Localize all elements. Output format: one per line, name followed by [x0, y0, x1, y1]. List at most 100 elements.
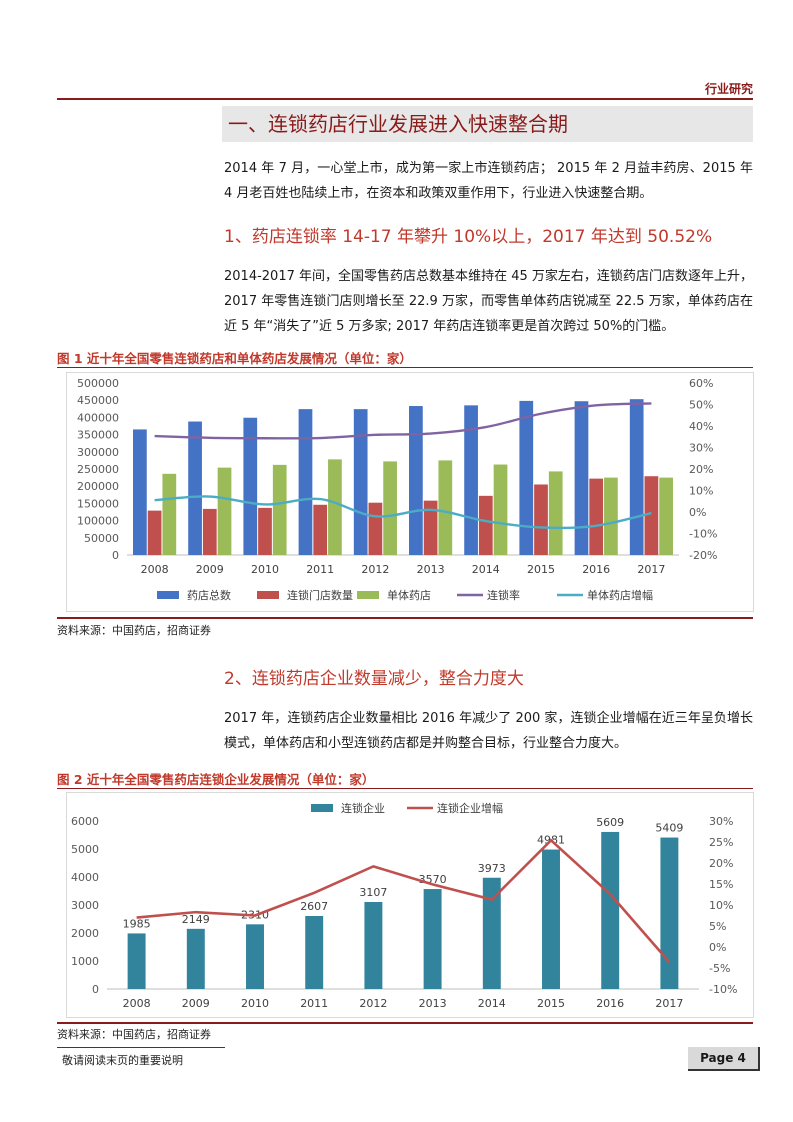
y-right-tick-label: -10%: [709, 983, 737, 996]
x-tick-label: 2014: [478, 997, 506, 1010]
bar-data-label: 2149: [182, 913, 210, 926]
y-left-tick-label: 3000: [71, 899, 99, 912]
x-tick-label: 2017: [655, 997, 683, 1010]
intro-paragraph: 2014 年 7 月，一心堂上市，成为第一家上市连锁药店； 2015 年 2 月…: [224, 161, 753, 201]
header-rule: [57, 98, 753, 100]
y-left-tick-label: 500000: [77, 377, 119, 390]
bar: [574, 401, 589, 555]
x-tick-label: 2013: [419, 997, 447, 1010]
x-tick-label: 2010: [241, 997, 269, 1010]
y-right-tick-label: 20%: [689, 463, 713, 476]
y-left-tick-label: 250000: [77, 463, 119, 476]
subsection-1-paragraph: 2014-2017 年间，全国零售药店总数基本维持在 45 万家左右，连锁药店门…: [224, 269, 753, 334]
legend-swatch: [357, 591, 379, 599]
x-tick-label: 2010: [251, 563, 279, 576]
y-right-tick-label: 25%: [709, 836, 733, 849]
bar: [368, 502, 383, 555]
x-tick-label: 2009: [182, 997, 210, 1010]
y-right-tick-label: -5%: [709, 962, 730, 975]
bar-data-label: 1985: [123, 917, 151, 930]
y-left-tick-label: 2000: [71, 927, 99, 940]
y-right-tick-label: 0%: [709, 941, 726, 954]
bar: [147, 510, 162, 555]
y-right-tick-label: 20%: [709, 857, 733, 870]
bar: [258, 507, 272, 555]
bar: [162, 473, 177, 555]
legend-label: 药店总数: [187, 588, 231, 602]
y-left-tick-label: 0: [112, 549, 119, 562]
figure-2-top-rule: [57, 788, 753, 789]
bar: [188, 421, 202, 555]
series-line: [136, 838, 671, 963]
legend-label: 单体药店增幅: [587, 588, 653, 602]
bar: [186, 928, 205, 989]
figure-2-chart: 6000 5000 4000 3000 2000 1000 0 30% 25% 20% 15% 10%…: [66, 792, 754, 1018]
y-right-tick-label: 5%: [709, 920, 726, 933]
legend-label: 连锁门店数量: [287, 588, 353, 602]
bar: [246, 924, 264, 989]
y-right-tick-label: 0%: [689, 506, 706, 519]
figure-1-caption: 图 1 近十年全国零售连锁药店和单体药店发展情况（单位：家）: [57, 351, 412, 366]
bar: [589, 478, 604, 555]
bar: [438, 460, 453, 555]
y-left-tick-label: 200000: [77, 480, 119, 493]
bar: [644, 476, 659, 555]
bar-data-label: 5409: [655, 822, 683, 835]
y-right-tick-label: 40%: [689, 420, 713, 433]
bar-data-label: 3107: [359, 886, 387, 899]
bar: [383, 461, 397, 555]
subsection-1-title: 1、药店连锁率 14-17 年攀升 10%以上，2017 年达到 50.52%: [224, 227, 713, 247]
subsection-2-paragraph: 2017 年，连锁药店企业数量相比 2016 年减少了 200 家，连锁企业增幅…: [224, 711, 753, 751]
y-right-tick-label: 10%: [709, 899, 733, 912]
y-left-tick-label: 4000: [71, 871, 99, 884]
figure-2-source: 资料来源：中国药店，招商证券: [57, 1028, 211, 1041]
bar: [328, 459, 342, 555]
x-tick-label: 2013: [417, 563, 445, 576]
bar: [659, 477, 673, 555]
bar: [519, 400, 534, 555]
bar: [127, 933, 146, 989]
x-tick-label: 2016: [582, 563, 610, 576]
x-tick-label: 2008: [141, 563, 169, 576]
bar: [313, 504, 328, 555]
y-right-tick-label: 50%: [689, 399, 713, 412]
figure-1-chart: 500000 450000 400000 350000 300000 250000 2000…: [66, 372, 754, 612]
footer-rule: [57, 1047, 225, 1048]
y-left-tick-label: 5000: [71, 843, 99, 856]
bar: [534, 484, 548, 555]
bar: [272, 464, 287, 555]
subsection-2-title: 2、连锁药店企业数量减少，整合力度大: [224, 669, 524, 689]
figure-1-svg: 5000004500004000003500003000002500002000…: [77, 377, 717, 602]
bar: [217, 467, 232, 555]
bar: [364, 902, 383, 989]
bar-data-label: 5609: [596, 816, 624, 829]
bar: [133, 429, 147, 555]
y-left-tick-label: 450000: [77, 394, 119, 407]
bar: [409, 406, 423, 555]
y-left-tick-label: 1000: [71, 955, 99, 968]
legend-label: 连锁企业: [341, 801, 385, 815]
y-right-tick-label: -20%: [689, 549, 717, 562]
y-left-tick-label: 350000: [77, 429, 119, 442]
bar: [601, 831, 620, 989]
series-line: [154, 495, 652, 530]
bar: [202, 508, 217, 555]
section-title: 一、连锁药店行业发展进入快速整合期: [222, 106, 753, 142]
y-right-tick-label: -10%: [689, 528, 717, 541]
figure-2-bottom-rule: [57, 1022, 753, 1024]
figure-2-svg: 6000 5000 4000 3000 2000 1000 0 30% 25% 20% 15% 10%…: [71, 801, 737, 1010]
x-tick-label: 2015: [537, 997, 565, 1010]
y-left-tick-label: 150000: [77, 497, 119, 510]
bar: [604, 477, 618, 555]
bar-data-label: 2607: [300, 900, 328, 913]
y-right-tick-label: 10%: [689, 485, 713, 498]
x-tick-label: 2011: [300, 997, 328, 1010]
x-tick-label: 2009: [196, 563, 224, 576]
footer-note: 敬请阅读末页的重要说明: [62, 1054, 183, 1067]
bar: [305, 916, 324, 989]
header-category: 行业研究: [704, 82, 753, 96]
bar: [478, 495, 493, 555]
x-tick-label: 2011: [306, 563, 334, 576]
bar: [353, 409, 368, 555]
page-number: Page 4: [688, 1047, 760, 1071]
